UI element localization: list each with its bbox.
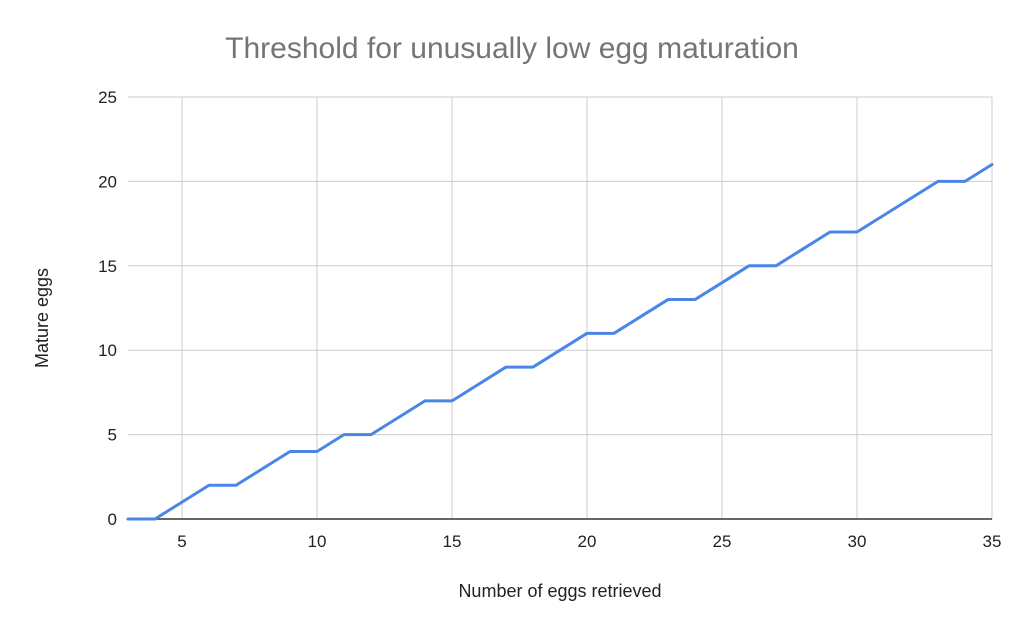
y-tick-label: 25 [98,88,117,107]
y-tick-label: 0 [108,510,117,529]
x-tick-label: 15 [443,532,462,551]
chart-title: Threshold for unusually low egg maturati… [225,32,799,65]
y-tick-label: 20 [98,172,117,191]
x-tick-label: 35 [983,532,1002,551]
x-tick-label: 10 [308,532,327,551]
x-axis-ticks: 5 10 15 20 25 30 35 [177,532,1001,551]
y-tick-label: 5 [108,426,117,445]
y-tick-label: 10 [98,341,117,360]
x-tick-label: 25 [713,532,732,551]
x-tick-label: 20 [578,532,597,551]
x-tick-label: 5 [177,532,186,551]
y-axis-title: Mature eggs [32,268,52,368]
series-layer [126,163,994,521]
x-axis-title: Number of eggs retrieved [458,581,661,601]
x-tick-label: 30 [848,532,867,551]
grid-lines [128,96,993,519]
y-axis-ticks: 0 5 10 15 20 25 [98,88,117,529]
y-tick-label: 15 [98,257,117,276]
series-line-1 [126,163,994,521]
